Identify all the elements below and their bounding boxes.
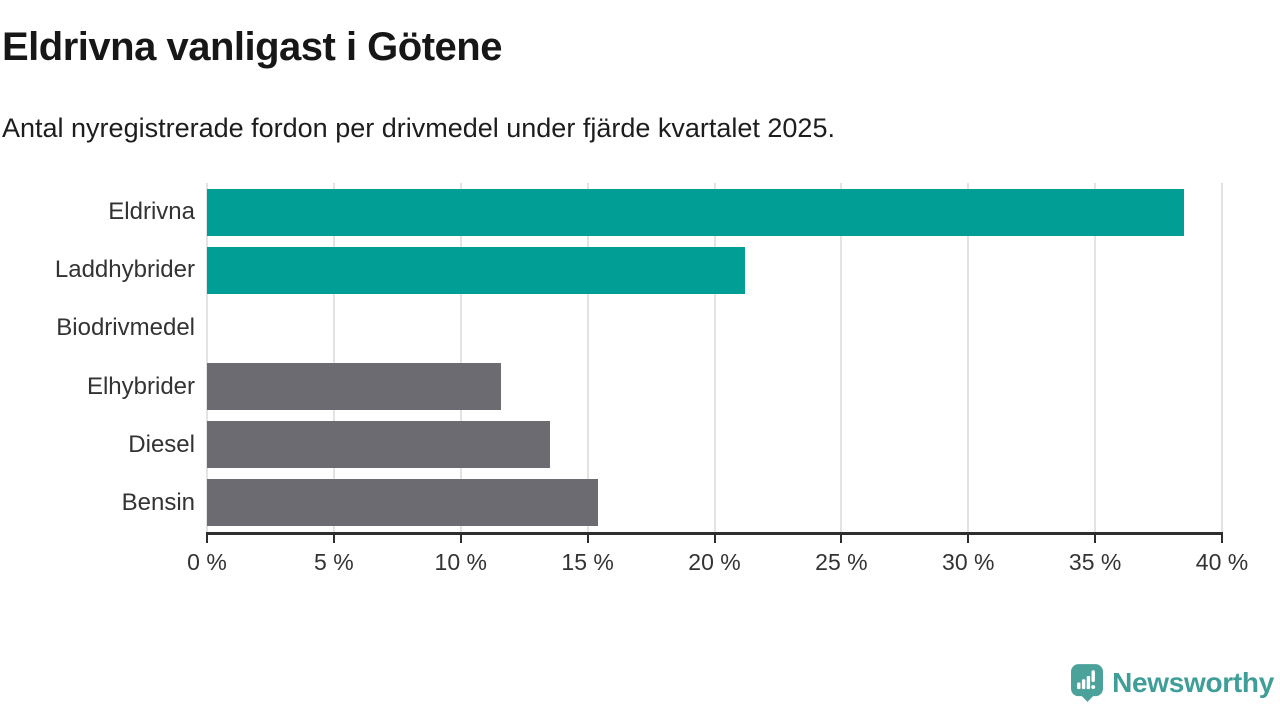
- chart-title: Eldrivna vanligast i Götene: [2, 25, 502, 69]
- x-tick-10pct: [459, 535, 462, 543]
- newsworthy-logo-icon: [1071, 664, 1104, 702]
- category-label-biodrivmedel: Biodrivmedel: [56, 314, 195, 342]
- category-label-bensin: Bensin: [121, 488, 195, 516]
- x-tick-15pct: [586, 535, 589, 543]
- category-label-diesel: Diesel: [128, 430, 195, 458]
- x-tick-label-40pct: 40 %: [1195, 549, 1249, 575]
- chart-subtitle: Antal nyregistrerade fordon per drivmede…: [2, 113, 835, 143]
- gridline-25pct: [840, 183, 843, 532]
- x-tick-label-5pct: 5 %: [314, 549, 354, 575]
- category-label-eldrivna: Eldrivna: [108, 198, 195, 226]
- bar-elhybrider: [207, 363, 502, 411]
- newsworthy-logo: Newsworthy: [1071, 664, 1274, 702]
- x-tick-5pct: [332, 535, 335, 543]
- gridline-10pct: [459, 183, 462, 532]
- bar-diesel: [207, 421, 550, 469]
- x-tick-30pct: [967, 535, 970, 543]
- x-tick-0pct: [206, 535, 208, 543]
- gridline-0pct: [206, 183, 208, 532]
- gridline-15pct: [586, 183, 589, 532]
- gridline-35pct: [1094, 183, 1097, 532]
- x-tick-label-25pct: 25 %: [815, 549, 868, 575]
- gridline-5pct: [332, 183, 335, 532]
- x-tick-label-0pct: 0 %: [187, 549, 227, 575]
- x-tick-label-20pct: 20 %: [688, 549, 741, 575]
- newsworthy-logo-text: Newsworthy: [1112, 667, 1274, 698]
- x-tick-20pct: [713, 535, 716, 543]
- bar-bensin: [207, 479, 598, 527]
- x-tick-label-10pct: 10 %: [434, 549, 487, 575]
- x-tick-label-15pct: 15 %: [561, 549, 614, 575]
- bar-eldrivna: [207, 188, 1184, 236]
- bar-laddhybrider: [207, 246, 745, 294]
- x-tick-40pct: [1221, 535, 1223, 543]
- category-label-laddhybrider: Laddhybrider: [54, 256, 195, 284]
- gridline-40pct: [1221, 183, 1223, 532]
- x-axis-line: [206, 532, 1223, 535]
- x-tick-label-30pct: 30 %: [942, 549, 995, 575]
- x-tick-35pct: [1094, 535, 1097, 543]
- x-tick-25pct: [840, 535, 843, 543]
- gridline-30pct: [967, 183, 970, 532]
- gridline-20pct: [713, 183, 716, 532]
- x-tick-label-35pct: 35 %: [1068, 549, 1122, 575]
- category-label-elhybrider: Elhybrider: [86, 372, 195, 400]
